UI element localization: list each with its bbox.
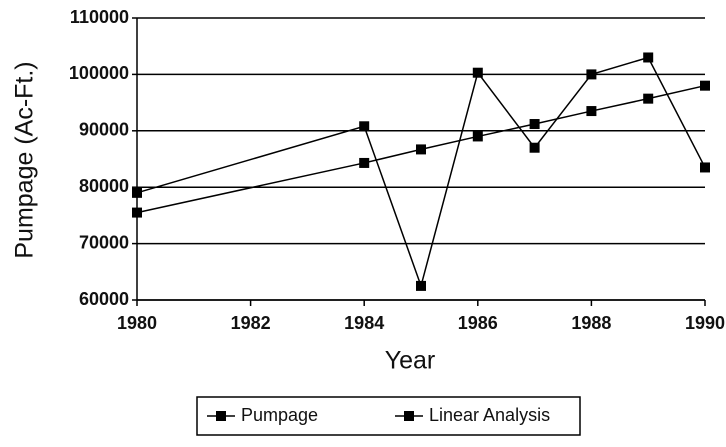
x-tick-label: 1980 (117, 313, 157, 333)
point-marker (529, 119, 540, 130)
series-line (136, 56, 706, 289)
point-marker (416, 144, 426, 155)
legend-label: Linear Analysis (429, 405, 550, 425)
point-marker (643, 52, 654, 63)
point-marker (529, 142, 540, 153)
y-tick-label: 80000 (79, 176, 129, 196)
legend-box (196, 396, 581, 436)
x-tick-label: 1986 (458, 313, 498, 333)
x-tick-label: 1990 (685, 313, 725, 333)
x-tick-label: 1988 (571, 313, 611, 333)
point-marker (472, 131, 483, 142)
point-marker (700, 162, 710, 173)
y-axis-title: Pumpage (Ac-Ft.) (11, 61, 39, 258)
y-tick-label: 110000 (70, 7, 129, 27)
y-tick-label: 90000 (79, 120, 129, 140)
point-marker (586, 69, 597, 80)
point-marker (132, 187, 142, 198)
point-marker (359, 157, 370, 168)
point-marker (643, 93, 654, 104)
legend-marker (404, 411, 414, 421)
point-marker (472, 67, 483, 78)
point-marker (586, 106, 597, 117)
series-line (136, 84, 706, 214)
point-marker (700, 80, 710, 91)
legend-marker (216, 411, 226, 421)
y-tick-label: 70000 (79, 232, 129, 252)
x-axis-title: Year (385, 347, 436, 375)
y-tick-label: 60000 (79, 289, 129, 309)
point-marker (132, 207, 142, 218)
x-tick-label: 1984 (344, 313, 384, 333)
legend-label: Pumpage (241, 405, 318, 425)
point-marker (416, 280, 426, 291)
y-tick-label: 100000 (69, 63, 129, 83)
point-marker (359, 121, 370, 132)
x-tick-label: 1982 (231, 313, 271, 333)
